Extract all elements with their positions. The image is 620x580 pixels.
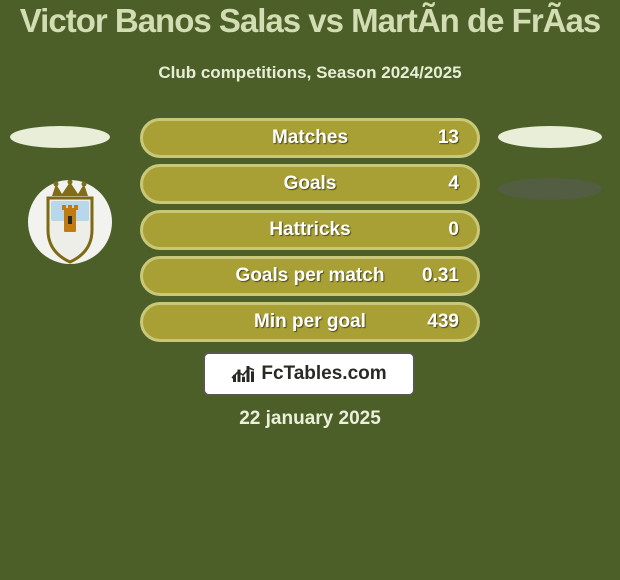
team-crest xyxy=(28,180,112,264)
subtitle-text: Club competitions, Season 2024/2025 xyxy=(158,63,461,82)
stat-label: Matches xyxy=(143,127,477,149)
stat-value: 0.31 xyxy=(422,265,459,287)
date-text: 22 january 2025 xyxy=(239,408,381,429)
title-text: Victor Banos Salas vs MartÃ­n de FrÃ­as xyxy=(20,2,600,39)
stat-value: 13 xyxy=(438,127,459,149)
stat-label: Hattricks xyxy=(143,219,477,241)
right-team-pill-shadow xyxy=(498,178,602,200)
stat-bar: Min per goal439 xyxy=(140,302,480,342)
comparison-card: Victor Banos Salas vs MartÃ­n de FrÃ­as … xyxy=(0,0,620,580)
crest-icon xyxy=(34,180,106,264)
stat-bar: Goals4 xyxy=(140,164,480,204)
stat-value: 4 xyxy=(448,173,459,195)
stat-bar: Goals per match0.31 xyxy=(140,256,480,296)
page-title: Victor Banos Salas vs MartÃ­n de FrÃ­as xyxy=(0,2,620,40)
barchart-icon xyxy=(231,364,255,384)
stat-bar: Matches13 xyxy=(140,118,480,158)
stat-bar: Hattricks0 xyxy=(140,210,480,250)
left-team-pill xyxy=(10,126,110,148)
stat-label: Goals xyxy=(143,173,477,195)
snapshot-date: 22 january 2025 xyxy=(0,408,620,430)
brand-label: FcTables.com xyxy=(261,363,386,385)
right-team-pill xyxy=(498,126,602,148)
season-subtitle: Club competitions, Season 2024/2025 xyxy=(0,63,620,83)
stat-value: 439 xyxy=(427,311,459,333)
stat-value: 0 xyxy=(448,219,459,241)
source-attribution: FcTables.com xyxy=(203,352,415,396)
